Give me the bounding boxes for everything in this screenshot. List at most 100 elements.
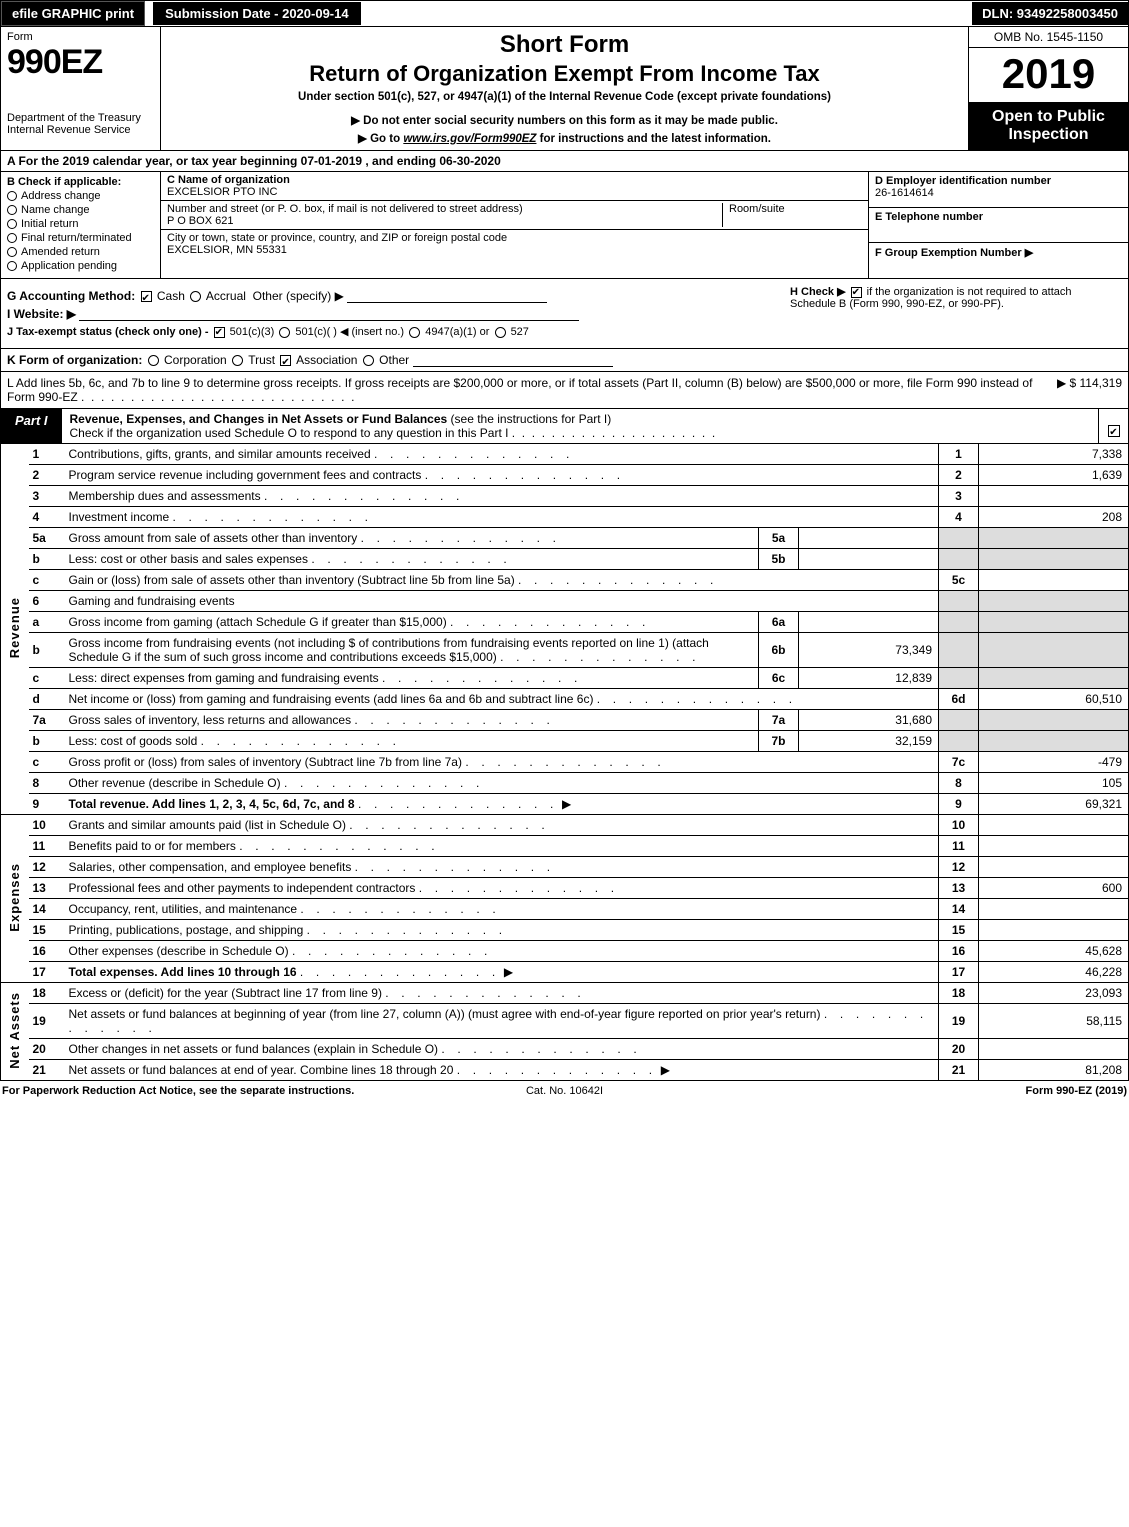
accounting-other-input[interactable] xyxy=(347,289,547,303)
chk-final-return[interactable]: Final return/terminated xyxy=(7,232,154,244)
chk-association[interactable] xyxy=(280,355,291,366)
line-number: 5a xyxy=(29,528,63,549)
line-description: Professional fees and other payments to … xyxy=(63,878,939,899)
chk-address-change[interactable]: Address change xyxy=(7,190,154,202)
chk-other-org[interactable] xyxy=(363,355,374,366)
line-description: Less: cost of goods sold . . . . . . . .… xyxy=(63,731,759,752)
line-result-number: 19 xyxy=(939,1004,979,1039)
sub-line-number: 5b xyxy=(759,549,799,570)
chk-501c[interactable] xyxy=(279,327,290,338)
line-l: L Add lines 5b, 6c, and 7b to line 9 to … xyxy=(0,372,1129,409)
line-description: Gross amount from sale of assets other t… xyxy=(63,528,759,549)
table-row: aGross income from gaming (attach Schedu… xyxy=(1,612,1129,633)
under-section: Under section 501(c), 527, or 4947(a)(1)… xyxy=(171,91,958,103)
table-row: 6Gaming and fundraising events xyxy=(1,591,1129,612)
topbar: efile GRAPHIC print Submission Date - 20… xyxy=(0,0,1129,27)
line-result-number xyxy=(939,528,979,549)
line-number: 15 xyxy=(29,920,63,941)
chk-527[interactable] xyxy=(495,327,506,338)
chk-corporation[interactable] xyxy=(148,355,159,366)
chk-name-change[interactable]: Name change xyxy=(7,204,154,216)
line-result-number: 16 xyxy=(939,941,979,962)
e-label: E Telephone number xyxy=(875,211,983,223)
chk-trust[interactable] xyxy=(232,355,243,366)
section-b: B Check if applicable: Address change Na… xyxy=(1,172,161,278)
header-right: OMB No. 1545-1150 2019 Open to Public In… xyxy=(968,27,1128,150)
line-description: Other expenses (describe in Schedule O) … xyxy=(63,941,939,962)
line-result-value xyxy=(979,836,1129,857)
table-row: dNet income or (loss) from gaming and fu… xyxy=(1,689,1129,710)
street-value: P O BOX 621 xyxy=(167,215,233,227)
chk-cash[interactable] xyxy=(141,291,152,302)
tax-year: 2019 xyxy=(969,48,1128,102)
line-result-value xyxy=(979,549,1129,570)
omb-number: OMB No. 1545-1150 xyxy=(969,27,1128,48)
sub-line-value: 12,839 xyxy=(799,668,939,689)
chk-4947[interactable] xyxy=(409,327,420,338)
section-side-label: Revenue xyxy=(1,444,29,815)
chk-schedule-b-not-required[interactable] xyxy=(851,287,862,298)
line-result-number: 11 xyxy=(939,836,979,857)
line-description: Gross income from gaming (attach Schedul… xyxy=(63,612,759,633)
table-row: 12Salaries, other compensation, and empl… xyxy=(1,857,1129,878)
ein-value: 26-1614614 xyxy=(875,187,934,199)
line-number: 9 xyxy=(29,794,63,815)
table-row: cGain or (loss) from sale of assets othe… xyxy=(1,570,1129,591)
sub-line-value xyxy=(799,528,939,549)
chk-501c3[interactable] xyxy=(214,327,225,338)
line-result-value xyxy=(979,815,1129,836)
chk-accrual[interactable] xyxy=(190,291,201,302)
line-number: b xyxy=(29,633,63,668)
table-row: 14Occupancy, rent, utilities, and mainte… xyxy=(1,899,1129,920)
line-description: Other revenue (describe in Schedule O) .… xyxy=(63,773,939,794)
line-description: Benefits paid to or for members . . . . … xyxy=(63,836,939,857)
part1-line2: Check if the organization used Schedule … xyxy=(70,426,509,440)
line-result-number: 3 xyxy=(939,486,979,507)
line-number: a xyxy=(29,612,63,633)
header-left: Form 990EZ Department of the Treasury In… xyxy=(1,27,161,150)
line-description: Less: cost or other basis and sales expe… xyxy=(63,549,759,570)
irs-link[interactable]: www.irs.gov/Form990EZ xyxy=(403,133,536,145)
line-description: Gross income from fundraising events (no… xyxy=(63,633,759,668)
line-number: 14 xyxy=(29,899,63,920)
line-result-value: 60,510 xyxy=(979,689,1129,710)
line-result-value xyxy=(979,633,1129,668)
part1-sub: (see the instructions for Part I) xyxy=(451,412,612,426)
line-result-number: 8 xyxy=(939,773,979,794)
org-other-input[interactable] xyxy=(413,355,613,367)
table-row: 20Other changes in net assets or fund ba… xyxy=(1,1039,1129,1060)
chk-amended-return[interactable]: Amended return xyxy=(7,246,154,258)
line-result-value xyxy=(979,899,1129,920)
line-result-number: 18 xyxy=(939,983,979,1004)
line-result-number xyxy=(939,591,979,612)
chk-application-pending[interactable]: Application pending xyxy=(7,260,154,272)
line-number: 18 xyxy=(29,983,63,1004)
table-row: 3Membership dues and assessments . . . .… xyxy=(1,486,1129,507)
line-number: c xyxy=(29,668,63,689)
line-number: 16 xyxy=(29,941,63,962)
city-label: City or town, state or province, country… xyxy=(167,232,507,244)
dept2: Internal Revenue Service xyxy=(7,124,131,136)
line-result-number: 20 xyxy=(939,1039,979,1060)
line-number: 20 xyxy=(29,1039,63,1060)
line-description: Gross profit or (loss) from sales of inv… xyxy=(63,752,939,773)
line-description: Printing, publications, postage, and shi… xyxy=(63,920,939,941)
part1-tab: Part I xyxy=(1,409,62,443)
table-row: 7aGross sales of inventory, less returns… xyxy=(1,710,1129,731)
part1-schedule-o-check[interactable] xyxy=(1098,409,1128,443)
line-result-value xyxy=(979,668,1129,689)
line-description: Salaries, other compensation, and employ… xyxy=(63,857,939,878)
website-input[interactable] xyxy=(79,307,579,321)
line-result-number xyxy=(939,710,979,731)
line-result-value: 81,208 xyxy=(979,1060,1129,1081)
sub-line-value: 32,159 xyxy=(799,731,939,752)
line-description: Net assets or fund balances at beginning… xyxy=(63,1004,939,1039)
section-side-label: Net Assets xyxy=(1,983,29,1081)
line-result-number: 21 xyxy=(939,1060,979,1081)
chk-initial-return[interactable]: Initial return xyxy=(7,218,154,230)
section-c: C Name of organization EXCELSIOR PTO INC… xyxy=(161,172,868,278)
line-result-number xyxy=(939,549,979,570)
part1-table: Revenue1Contributions, gifts, grants, an… xyxy=(0,444,1129,1081)
line-result-number: 5c xyxy=(939,570,979,591)
efile-print-button[interactable]: efile GRAPHIC print xyxy=(1,1,145,26)
